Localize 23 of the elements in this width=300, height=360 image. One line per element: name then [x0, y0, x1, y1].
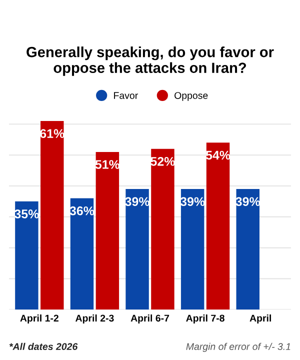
data-label: 52%	[150, 156, 175, 166]
bar	[15, 201, 38, 310]
x-tick-label: April 6-7	[130, 314, 170, 324]
bar	[96, 152, 120, 310]
data-label: 39%	[236, 197, 260, 206]
legend-label: Oppose	[174, 92, 208, 101]
bar	[126, 189, 149, 310]
bar	[40, 121, 64, 310]
data-label: 61%	[40, 129, 64, 138]
bar	[236, 189, 260, 310]
legend-label: Favor	[114, 92, 138, 99]
bar	[70, 198, 94, 310]
data-label: 39%	[125, 197, 150, 206]
x-tick-label: April 1-2	[20, 314, 58, 324]
bar	[151, 148, 174, 310]
chart-title: Generally speaking, do you favor or oppose the attacks on Iran?	[26, 46, 274, 76]
bar	[180, 189, 204, 310]
x-tick-label: April	[250, 314, 271, 324]
text: *All dates 2026	[9, 342, 78, 350]
x-tick-label: April 7-8	[186, 314, 224, 324]
x-tick-label: April 2-3	[76, 314, 114, 324]
bar	[206, 142, 230, 310]
text: Margin of error of +/- 3.1	[186, 342, 290, 352]
